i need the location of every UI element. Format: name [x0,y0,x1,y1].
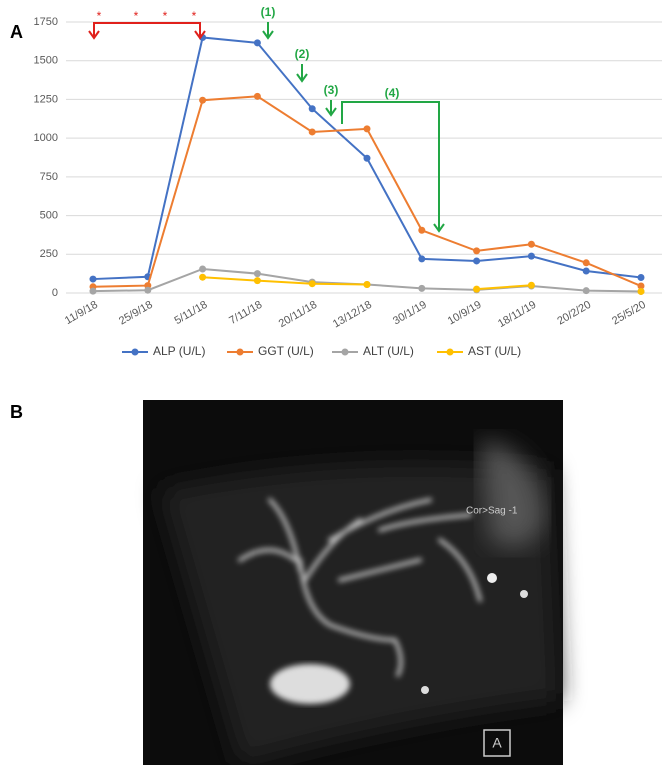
point [527,281,535,289]
series-line [92,95,642,288]
legend-label: GGT (U/L) [258,344,314,358]
point [144,286,152,294]
x-tick-label: 18/11/19 [496,299,538,330]
point [199,96,207,104]
x-tick-label: 11/9/18 [63,299,100,327]
x-tick-label: 5/11/18 [172,299,209,327]
point [253,270,261,278]
point [199,265,207,273]
point [89,287,97,295]
x-tick-label: 13/12/18 [331,299,374,331]
plot: 0 250 500 750 1000 1250 1500 1750 11/9/18 25/9/18… [34,16,662,358]
point [253,39,261,47]
bracket [88,22,206,40]
y-tick-label: 750 [40,171,58,183]
point [363,125,371,133]
star: * [163,9,168,23]
point [637,287,645,295]
series-line [92,267,642,293]
legend-swatch [236,348,244,356]
point [582,267,590,275]
point [308,128,316,136]
legend-swatch [446,348,454,356]
point [418,255,426,263]
legend-label: ALP (U/L) [153,344,205,358]
y-tick-label: 1000 [34,132,58,144]
point [89,275,97,283]
y-tick-label: 250 [40,248,58,260]
arrows [262,22,445,233]
point [582,259,590,267]
x-tick-label: 20/2/20 [555,299,593,328]
point [473,285,481,293]
mri-image: Cor>Sag -1 A [143,400,563,765]
point [527,252,535,260]
star: * [134,9,139,23]
point [637,282,645,290]
point [199,273,207,281]
point [527,240,535,248]
point [253,92,261,100]
step-label: (4) [385,86,400,100]
point [363,154,371,162]
star: * [97,9,102,23]
x-tick-label: 20/11/18 [277,299,319,330]
legend-label: ALT (U/L) [363,344,414,358]
x-tick-label: 10/9/19 [446,299,484,328]
panel-label: A [10,22,23,42]
point [473,257,481,265]
legend-swatch [131,348,139,356]
point [308,105,316,113]
step-label: (3) [324,83,339,97]
x-tick-label: 25/9/18 [117,299,155,328]
point [418,226,426,234]
point [253,277,261,285]
y-tick-label: 1250 [34,93,58,105]
legend-label: AST (U/L) [468,344,521,358]
step-label: (2) [295,47,310,61]
step-label: (1) [261,5,276,19]
legend-swatch [341,348,349,356]
panel-label: B [10,402,23,422]
point [582,287,590,295]
point [418,284,426,292]
y-tick-label: 1750 [34,16,58,28]
image-label: Cor>Sag -1 [466,506,518,517]
y-tick-label: 0 [52,287,58,299]
point [308,280,316,288]
point [637,274,645,282]
y-tick-label: 1500 [34,55,58,67]
y-tick-label: 500 [40,209,58,221]
star: * [192,9,197,23]
image-marker: A [492,735,502,751]
point [363,280,371,288]
x-tick-label: 25/5/20 [610,299,648,328]
point [473,247,481,255]
x-tick-label: 7/11/18 [227,299,264,327]
x-tick-label: 30/1/19 [391,299,429,328]
